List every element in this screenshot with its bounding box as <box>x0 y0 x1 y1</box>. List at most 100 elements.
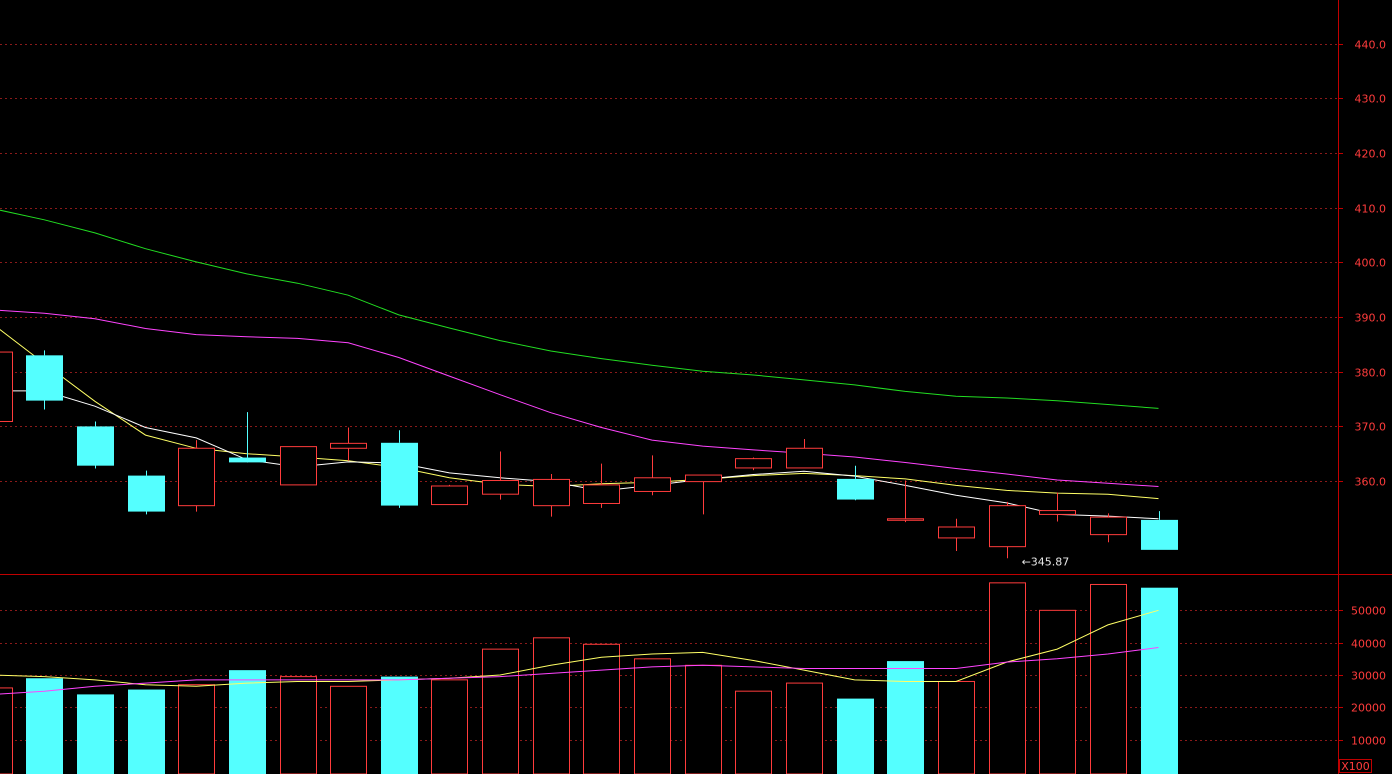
price-tick-label: 390.0 <box>1355 312 1387 325</box>
candle <box>786 438 823 469</box>
volume-bar <box>178 684 215 774</box>
candle <box>583 463 620 508</box>
volume-bar <box>26 678 63 774</box>
price-tick-label: 370.0 <box>1355 421 1387 434</box>
volume-bar <box>1039 609 1076 774</box>
candle-body <box>1141 519 1178 550</box>
volume-unit-box <box>1339 759 1372 773</box>
candle-body <box>0 351 13 422</box>
volume-bar <box>128 689 165 774</box>
volume-bar <box>938 680 975 774</box>
price-tick-label: 420.0 <box>1355 148 1387 161</box>
candle-body <box>634 477 671 492</box>
price-tick-label: 430.0 <box>1355 93 1387 106</box>
volume-tick-label: 40000 <box>1351 638 1386 651</box>
candle-body <box>583 484 620 504</box>
price-ma-line-3 <box>0 309 1159 487</box>
price-moving-averages <box>0 209 1159 520</box>
candle-body <box>1039 510 1076 515</box>
price-tick-label: 360.0 <box>1355 476 1387 489</box>
candle <box>77 421 114 469</box>
volume-bar <box>0 687 13 774</box>
volume-bar <box>583 643 620 774</box>
volume-bar <box>786 682 823 774</box>
candle-body <box>1090 516 1127 536</box>
volume-bar <box>685 664 722 774</box>
volume-unit-label: X100 <box>1341 760 1370 773</box>
volume-tick-label: 50000 <box>1351 605 1386 618</box>
candle <box>482 451 519 500</box>
candle <box>431 484 468 506</box>
low-price-annotation: ←345.87 <box>1022 555 1070 568</box>
price-tick-label: 440.0 <box>1355 39 1387 52</box>
candle <box>0 351 13 422</box>
candle <box>533 473 570 517</box>
volume-bar <box>533 637 570 774</box>
volume-ma-line-2 <box>0 647 1159 695</box>
candle-body <box>128 475 165 512</box>
candle-body <box>229 457 266 463</box>
candle <box>1039 492 1076 522</box>
volume-axis-labels: 10000 20000 30000 40000 50000 X100 <box>1338 605 1386 773</box>
candle-body <box>178 447 215 507</box>
candle-body <box>533 478 570 507</box>
candle-body <box>482 480 519 495</box>
volume-bar <box>989 582 1026 774</box>
volume-bar <box>1090 583 1127 774</box>
volume-ma-line-1 <box>0 609 1159 687</box>
volume-bar <box>280 676 317 774</box>
volume-bar <box>77 694 114 774</box>
price-grid <box>0 44 1338 482</box>
candle <box>634 455 671 496</box>
candle-body <box>280 446 317 486</box>
price-ma-line-4 <box>0 209 1159 409</box>
price-axis-labels: 360.0 370.0 380.0 390.0 400.0 410.0 420.0 430.0… <box>1338 39 1386 489</box>
candle <box>178 440 215 512</box>
price-tick-label: 400.0 <box>1355 257 1387 270</box>
candle <box>1141 511 1178 550</box>
volume-bar <box>482 648 519 774</box>
candle <box>128 470 165 515</box>
price-candles <box>0 350 1178 559</box>
volume-bar <box>837 698 874 774</box>
price-tick-label: 380.0 <box>1355 367 1387 380</box>
price-tick-label: 410.0 <box>1355 203 1387 216</box>
volume-bars <box>0 582 1178 774</box>
volume-bar <box>887 661 924 774</box>
candle <box>989 501 1026 559</box>
volume-bar <box>330 685 367 774</box>
candle-body <box>938 526 975 539</box>
volume-bar <box>735 690 772 774</box>
chart-annotations: ←345.87 <box>1022 555 1070 568</box>
volume-moving-averages <box>0 609 1159 695</box>
candle <box>887 480 924 523</box>
volume-tick-label: 30000 <box>1351 670 1386 683</box>
candle-body <box>735 458 772 469</box>
volume-bar <box>1141 587 1178 774</box>
candle-body <box>685 474 722 483</box>
candle <box>1090 513 1127 543</box>
volume-tick-label: 20000 <box>1351 702 1386 715</box>
volume-tick-label: 10000 <box>1351 735 1386 748</box>
candle <box>837 465 874 501</box>
candle-body <box>887 518 924 521</box>
volume-bar <box>381 676 418 774</box>
volume-bar <box>229 670 266 774</box>
candle <box>330 427 367 461</box>
candle <box>26 350 63 410</box>
candle-body <box>786 447 823 469</box>
candle-body <box>330 442 367 449</box>
candle-body <box>381 442 418 506</box>
candle-body <box>26 355 63 401</box>
price-ma-line-1 <box>0 328 1159 500</box>
candle <box>381 430 418 508</box>
candle <box>685 474 722 515</box>
candle-body <box>837 478 874 500</box>
candle-body <box>989 505 1026 548</box>
volume-bar <box>431 679 468 774</box>
candle-body <box>77 426 114 466</box>
candle <box>938 518 975 552</box>
candle <box>280 446 317 486</box>
